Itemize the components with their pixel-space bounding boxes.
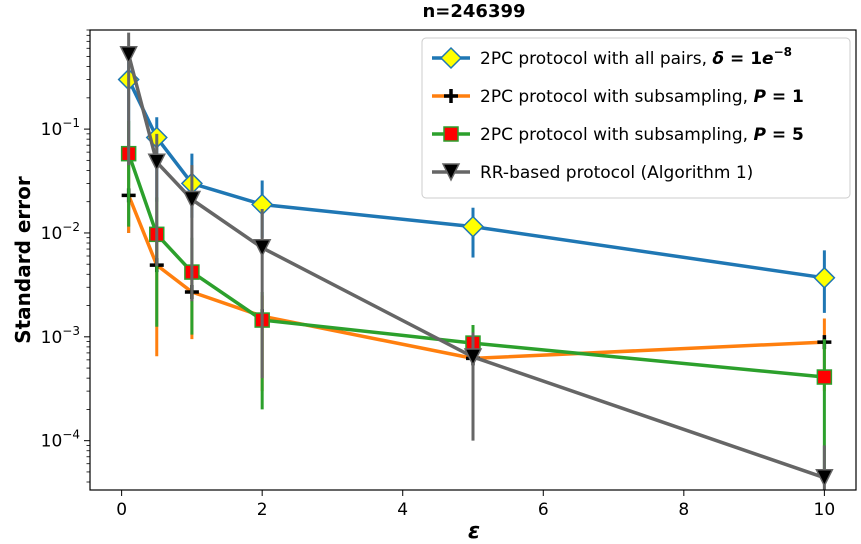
legend-box xyxy=(421,37,851,199)
legend-marker xyxy=(443,126,459,142)
y-tick-exponent: −4 xyxy=(62,428,80,442)
series-line xyxy=(126,153,825,379)
data-point xyxy=(182,190,202,210)
legend-item: 2PC protocol with subsampling, P = 5 xyxy=(432,125,804,145)
legend-marker xyxy=(441,163,461,182)
legend-math-exponent: −8 xyxy=(774,45,792,59)
legend-text: 2PC protocol with all pairs, xyxy=(480,49,712,69)
x-tick-label: 4 xyxy=(397,500,408,520)
legend-math-value: = 1 xyxy=(724,49,762,69)
legend-text: 2PC protocol with subsampling, xyxy=(480,87,753,107)
legend-text: 2PC protocol with subsampling, xyxy=(480,125,753,145)
legend-math-symbol: δ xyxy=(712,49,724,69)
data-point xyxy=(463,348,483,367)
legend-label: RR-based protocol (Algorithm 1) xyxy=(480,163,753,183)
legend-label: 2PC protocol with all pairs, δ = 1e−8 xyxy=(480,45,792,69)
data-point xyxy=(816,369,833,385)
y-axis: 10−410−310−210−1 xyxy=(41,29,90,483)
axes-frame xyxy=(89,29,857,491)
x-tick-label: 10 xyxy=(814,500,836,520)
legend-marker xyxy=(439,46,463,70)
legend-math-symbol: P xyxy=(753,125,766,145)
legend-math-value: = 5 xyxy=(766,125,804,145)
chart-title: n=246399 xyxy=(422,1,525,22)
series-line xyxy=(127,194,825,361)
data-point xyxy=(119,45,138,65)
legend-label: 2PC protocol with subsampling, P = 1 xyxy=(480,87,804,107)
data-point xyxy=(147,153,166,172)
legend-label: 2PC protocol with subsampling, P = 5 xyxy=(480,125,804,145)
legend-item: 2PC protocol with subsampling, P = 1 xyxy=(432,87,804,107)
x-tick-label: 6 xyxy=(538,500,549,520)
data-point xyxy=(815,468,834,488)
legend-item: RR-based protocol (Algorithm 1) xyxy=(432,163,753,183)
legend-item: 2PC protocol with all pairs, δ = 1e−8 xyxy=(432,45,792,70)
legend: 2PC protocol with all pairs, δ = 1e−82PC… xyxy=(421,37,851,199)
y-tick-exponent: −3 xyxy=(62,324,80,338)
x-tick-label: 8 xyxy=(678,500,689,520)
y-tick-label: 10−3 xyxy=(41,324,80,348)
legend-text: RR-based protocol (Algorithm 1) xyxy=(480,163,753,183)
legend-marker xyxy=(444,89,458,103)
y-tick-label: 10−2 xyxy=(41,220,80,244)
x-tick-label: 0 xyxy=(116,500,127,520)
legend-math-e: e xyxy=(762,49,774,69)
data-point xyxy=(252,239,272,258)
y-tick-label: 10−1 xyxy=(41,116,80,140)
y-tick-exponent: −1 xyxy=(62,116,80,130)
x-axis: 0 2 4 6 8 10 xyxy=(116,490,835,520)
data-point xyxy=(461,215,485,238)
series-line xyxy=(127,78,825,280)
y-tick-base: 10 xyxy=(41,432,63,452)
x-tick-label: 2 xyxy=(257,500,268,520)
y-tick-exponent: −2 xyxy=(62,220,80,234)
data-point xyxy=(813,266,836,289)
legend-math-value: = 1 xyxy=(766,87,804,107)
y-tick-label: 10−4 xyxy=(41,428,80,452)
legend-math-symbol: P xyxy=(753,87,766,107)
series-4 xyxy=(119,32,834,490)
y-tick-base: 10 xyxy=(41,328,63,348)
y-tick-base: 10 xyxy=(41,224,63,244)
series-line xyxy=(126,54,825,480)
x-axis-label: ε xyxy=(468,519,480,544)
plot-area xyxy=(117,32,836,490)
y-tick-base: 10 xyxy=(41,120,63,140)
y-axis-label: Standard error xyxy=(11,176,35,344)
